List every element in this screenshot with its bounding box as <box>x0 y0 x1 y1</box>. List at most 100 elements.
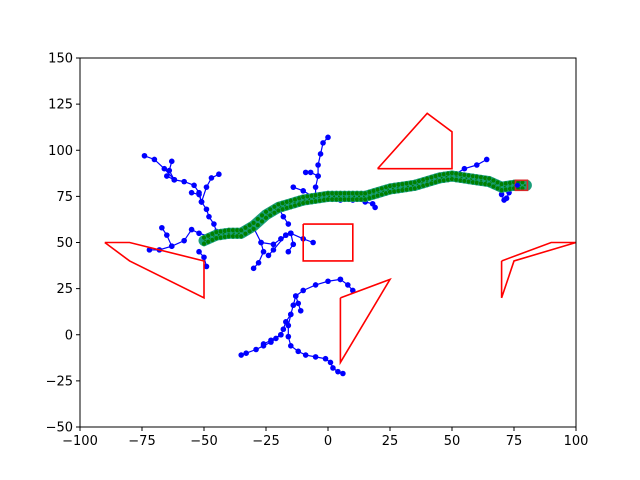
x-tick-label: 0 <box>324 434 332 449</box>
tree-node <box>270 247 277 253</box>
tree-node <box>191 182 197 189</box>
tree-node <box>164 173 170 179</box>
x-tick-label: −25 <box>252 434 279 449</box>
path-point <box>267 206 273 213</box>
obstacle-polygon <box>302 223 354 262</box>
tree-node <box>322 355 329 362</box>
tree-node <box>164 232 170 238</box>
path-layer <box>198 170 532 247</box>
y-tick-label: 100 <box>48 144 73 159</box>
path-point <box>250 226 257 232</box>
tree-node <box>285 221 292 227</box>
tree-node <box>317 151 324 157</box>
x-tick-label: −50 <box>190 434 217 449</box>
tree-node <box>330 365 336 371</box>
tree-node <box>288 343 294 349</box>
path-point <box>263 209 269 215</box>
tree-node <box>498 191 505 198</box>
path-point <box>246 222 253 228</box>
tree-node <box>255 259 262 266</box>
path-point <box>250 220 257 226</box>
tree-node <box>238 352 244 358</box>
goal-layer <box>514 179 529 192</box>
tree-node <box>188 189 195 196</box>
path-point <box>238 227 244 233</box>
tree-node <box>290 184 297 190</box>
tree-node <box>292 293 299 299</box>
path-point <box>271 210 278 216</box>
y-tick-label: 0 <box>65 328 73 343</box>
tree-node <box>196 248 202 255</box>
x-tick-label: 75 <box>506 434 523 449</box>
tree-node <box>206 213 212 220</box>
tree-node <box>302 169 309 176</box>
tree-node <box>141 152 148 159</box>
tree-node <box>372 204 378 211</box>
tree-node <box>198 199 205 205</box>
tree-branch-line <box>240 278 341 356</box>
tree-node <box>196 189 202 196</box>
tree-layer <box>141 134 517 377</box>
tree-node <box>265 252 272 259</box>
tree-node <box>161 165 168 172</box>
obstacle-polygon <box>104 241 205 300</box>
tree-node <box>327 359 334 366</box>
x-axis: −100 −75 −50 −25 0 25 50 75 100 <box>62 427 588 449</box>
path-point <box>271 204 278 210</box>
path-point <box>255 216 261 222</box>
tree-node <box>285 248 292 255</box>
tree-node <box>268 337 274 344</box>
tree-node <box>285 333 292 340</box>
path-point <box>259 212 265 219</box>
tree-node <box>312 282 319 288</box>
tree-node <box>253 346 259 353</box>
tree-node <box>278 331 284 338</box>
tree-node <box>288 230 294 237</box>
tree-node <box>474 162 480 168</box>
tree-node <box>260 248 267 255</box>
tree-node <box>335 368 341 375</box>
tree-node <box>340 370 346 377</box>
tree-branch-line <box>200 173 220 203</box>
tree-node <box>171 176 178 183</box>
tree-node <box>280 326 287 333</box>
tree-branch-line <box>287 314 344 375</box>
tree-node <box>503 195 510 202</box>
path-point <box>267 212 273 219</box>
tree-node <box>307 169 314 176</box>
tree-node <box>250 265 257 272</box>
tree-node <box>201 254 207 261</box>
obstacle-polygon <box>339 277 392 366</box>
x-tick-label: −100 <box>62 434 98 449</box>
path-point <box>259 218 265 225</box>
y-tick-label: −50 <box>46 421 73 436</box>
tree-node <box>203 263 210 270</box>
tree-node <box>315 162 321 168</box>
y-tick-label: 150 <box>48 52 73 67</box>
path-band <box>198 170 532 247</box>
y-tick-label: 50 <box>56 236 73 251</box>
tree-node <box>260 341 267 347</box>
tree-node <box>295 348 302 355</box>
tree-node <box>290 302 297 309</box>
y-axis: −50 −25 0 25 50 75 100 125 150 <box>46 52 80 436</box>
tree-node <box>270 241 277 248</box>
path-point <box>242 231 249 237</box>
tree-node <box>166 167 173 174</box>
tree-node <box>280 213 287 220</box>
tree-node <box>310 239 316 246</box>
tree-node <box>320 140 326 146</box>
tree-node <box>216 171 222 178</box>
start-marker <box>514 182 520 188</box>
tree-node <box>300 287 307 294</box>
tree-node <box>196 230 202 237</box>
path-point <box>255 222 261 228</box>
tree-node <box>300 188 307 194</box>
y-tick-label: 125 <box>48 98 73 113</box>
tree-node <box>188 226 195 233</box>
obstacle-polygon <box>377 112 453 170</box>
tree-node <box>315 173 321 179</box>
tree-node <box>285 322 292 329</box>
tree-node <box>345 282 351 288</box>
